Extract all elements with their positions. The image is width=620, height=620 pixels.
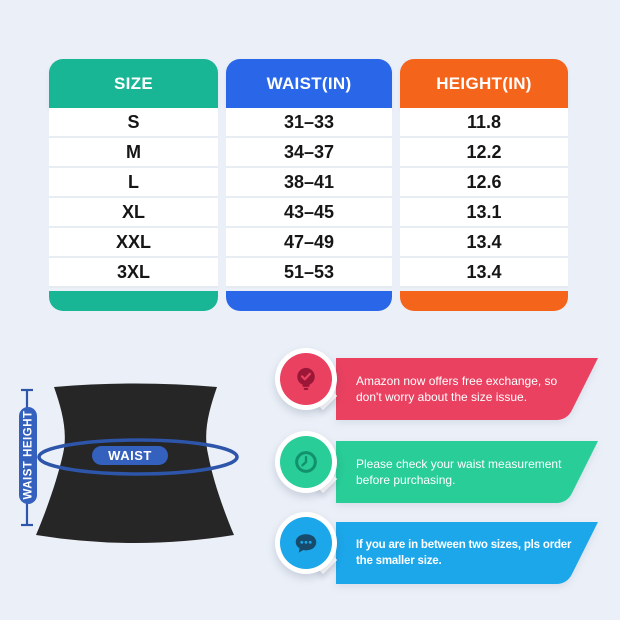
note-line: Please check your waist measurement bbox=[356, 457, 562, 471]
note-banner-exchange bbox=[336, 358, 598, 420]
column-footer-bar bbox=[400, 291, 568, 311]
table-cell: XL bbox=[49, 196, 218, 226]
column-header-label: SIZE bbox=[114, 73, 153, 93]
table-cell: 13.4 bbox=[400, 226, 568, 256]
note-line: don't worry about the size issue. bbox=[356, 390, 528, 404]
chat-glyph bbox=[295, 534, 317, 553]
column-body: 31–33 34–37 38–41 43–45 47–49 51–53 bbox=[226, 108, 392, 288]
waist-label-pill: WAIST bbox=[92, 446, 168, 465]
table-column-size: SIZE S M L XL XXL 3XL bbox=[49, 59, 218, 311]
table-column-waist: WAIST(IN) 31–33 34–37 38–41 43–45 47–49 … bbox=[226, 59, 392, 311]
clock-glyph bbox=[295, 451, 317, 473]
table-cell: 38–41 bbox=[226, 166, 392, 196]
table-cell: M bbox=[49, 136, 218, 166]
waist-trainer-illustration bbox=[21, 383, 239, 543]
clock-icon bbox=[280, 436, 332, 488]
table-cell: 11.8 bbox=[466, 111, 502, 132]
note-text-sizing: If you are in between two sizes, pls ord… bbox=[356, 522, 600, 584]
waist-measure-ellipse bbox=[37, 438, 239, 476]
note-text-measure: Please check your waist measurement befo… bbox=[356, 441, 600, 503]
note-line: before purchasing. bbox=[356, 473, 456, 487]
column-header-height: HEIGHT(IN) bbox=[400, 59, 568, 108]
size-chart-table: SIZE S M L XL XXL 3XL WAIST(IN) 31–33 34… bbox=[49, 59, 568, 311]
table-cell: 47–49 bbox=[226, 226, 392, 256]
table-cell: XXL bbox=[49, 226, 218, 256]
waist-trainer-diagram: WAIST HEIGHT WAIST bbox=[8, 378, 258, 578]
table-cell: L bbox=[49, 166, 218, 196]
column-header-label: HEIGHT(IN) bbox=[436, 73, 532, 93]
note-line: If you are in between two sizes, pls ord… bbox=[356, 539, 572, 551]
note-line: Amazon now offers free exchange, so bbox=[356, 374, 558, 388]
table-cell: 12.2 bbox=[400, 136, 568, 166]
column-header-waist: WAIST(IN) bbox=[226, 59, 392, 108]
column-footer-bar bbox=[226, 291, 392, 311]
table-cell: 43–45 bbox=[226, 196, 392, 226]
note-text-exchange: Amazon now offers free exchange, so don'… bbox=[356, 358, 600, 420]
note-badge bbox=[275, 431, 338, 494]
note-banner-measure bbox=[336, 441, 598, 503]
table-column-height: HEIGHT(IN) 11.8 12.2 12.6 13.1 13.4 13.4 bbox=[400, 59, 568, 311]
chat-icon bbox=[280, 517, 332, 569]
table-cell: S bbox=[127, 111, 140, 132]
note-line: the smaller size. bbox=[356, 555, 442, 567]
waist-height-label: WAIST HEIGHT bbox=[22, 410, 35, 500]
table-cell: 34–37 bbox=[226, 136, 392, 166]
table-cell: 3XL bbox=[49, 256, 218, 286]
column-footer-bar bbox=[49, 291, 218, 311]
waist-height-pill bbox=[19, 407, 37, 504]
column-body: 11.8 12.2 12.6 13.1 13.4 13.4 bbox=[400, 108, 568, 288]
table-cell: 13.4 bbox=[400, 256, 568, 286]
table-cell: 31–33 bbox=[283, 111, 335, 132]
note-badge bbox=[275, 512, 338, 575]
table-cell: 13.1 bbox=[400, 196, 568, 226]
note-badge bbox=[275, 348, 338, 411]
note-banner-sizing bbox=[336, 522, 598, 584]
column-header-size: SIZE bbox=[49, 59, 218, 108]
column-header-label: WAIST(IN) bbox=[266, 73, 352, 93]
table-cell: 12.6 bbox=[400, 166, 568, 196]
table-cell: 51–53 bbox=[226, 256, 392, 286]
column-body: S M L XL XXL 3XL bbox=[49, 108, 218, 288]
bulb-check-glyph bbox=[297, 367, 315, 390]
bulb-check-icon bbox=[280, 353, 332, 405]
